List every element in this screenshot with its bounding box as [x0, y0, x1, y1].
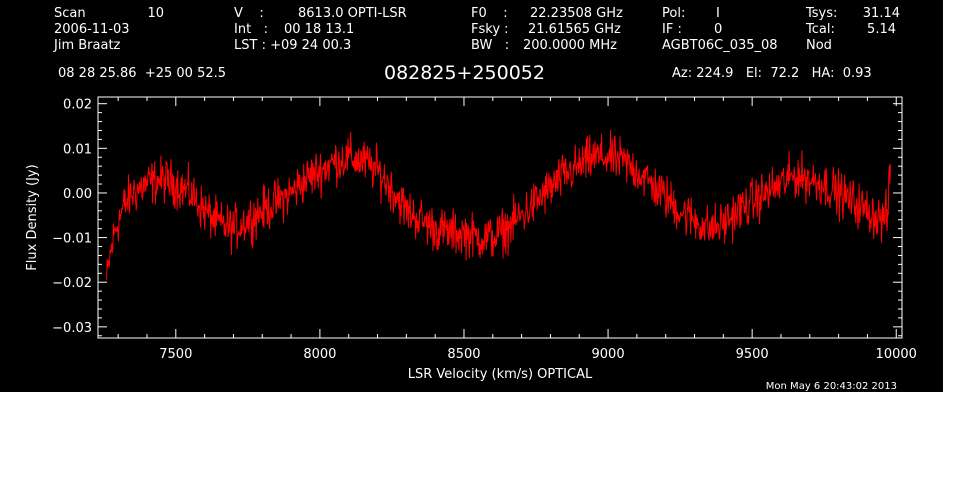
observer-name: Jim Braatz — [54, 38, 121, 53]
polarization-label: Pol: — [662, 6, 686, 21]
observation-date: 2006-11-03 — [54, 22, 130, 37]
plot-timestamp: Mon May 6 20:43:02 2013 — [766, 381, 897, 392]
procedure-name: Nod — [806, 38, 832, 53]
y-axis-label: Flux Density (Jy) — [25, 164, 40, 270]
bandwidth-value: 200.0000 MHz — [523, 38, 617, 53]
spectrum-chart: 7500 8000 8500 9000 9500 10000 −0.03 −0.02 −0.01… — [25, 96, 917, 392]
spectrum-line — [106, 129, 891, 281]
az-el-ha: Az: 224.9 El: 72.2 HA: 0.93 — [672, 66, 872, 81]
integration-value: 00 18 13.1 — [284, 22, 355, 37]
fsky-label: Fsky : — [471, 22, 509, 37]
fsky-value: 21.61565 GHz — [528, 22, 621, 37]
plot-frame — [97, 96, 903, 339]
tcal-value: 5.14 — [867, 22, 896, 37]
velocity-label: V : — [234, 6, 264, 21]
if-value: 0 — [714, 22, 723, 37]
tsys-value: 31.14 — [862, 6, 900, 21]
scan-value: 10 — [147, 6, 164, 21]
y-tick-label: 0.01 — [63, 142, 92, 157]
x-tick-label: 7500 — [159, 347, 192, 362]
x-tick-label: 9500 — [736, 347, 769, 362]
velocity-value: 8613.0 OPTI-LSR — [298, 6, 407, 21]
x-tick-label: 8500 — [447, 347, 480, 362]
lst-value: LST : +09 24 00.3 — [234, 38, 352, 53]
tsys-label: Tsys: — [806, 6, 838, 21]
y-tick-label: 0.00 — [63, 187, 92, 202]
bandwidth-label: BW : — [471, 38, 510, 53]
x-tick-label: 8000 — [303, 347, 336, 362]
y-tick-label: 0.02 — [63, 98, 92, 113]
y-tick-label: −0.01 — [52, 232, 92, 247]
f0-value: 22.23508 GHz — [530, 6, 623, 21]
spectrum-trace-layer — [106, 129, 891, 281]
x-tick-label: 10000 — [876, 347, 917, 362]
plot-panel: Scan 10 2006-11-03 Jim Braatz V : 8613.0… — [0, 0, 943, 392]
source-name: 082825+250052 — [384, 62, 545, 84]
project-id: AGBT06C_035_08 — [662, 38, 778, 53]
polarization-value: I — [716, 6, 720, 21]
tick-layer: 7500 8000 8500 9000 9500 10000 −0.03 −0.02 −0.01… — [52, 97, 917, 362]
x-tick-label: 9000 — [592, 347, 625, 362]
source-coordinates: 08 28 25.86 +25 00 52.5 — [58, 66, 227, 81]
tcal-label: Tcal: — [806, 22, 835, 37]
y-tick-label: −0.02 — [52, 276, 92, 291]
y-tick-label: −0.03 — [52, 321, 92, 336]
scan-label: Scan — [54, 6, 86, 21]
if-label: IF : — [662, 22, 682, 37]
x-axis-label: LSR Velocity (km/s) OPTICAL — [408, 367, 593, 382]
f0-label: F0 : — [471, 6, 508, 21]
integration-label: Int : — [234, 22, 268, 37]
